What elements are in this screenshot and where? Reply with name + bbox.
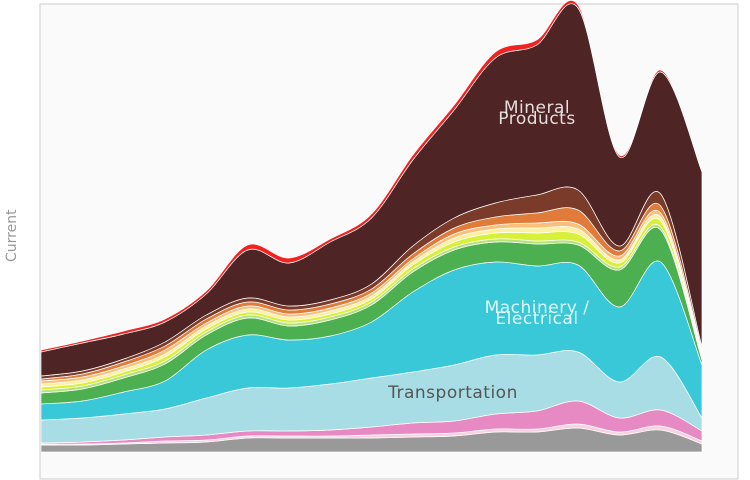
series-label: Transportation	[388, 383, 518, 403]
areas	[40, 0, 703, 453]
series-label: Machinery / Electrical	[484, 298, 590, 329]
series-label: Mineral Products	[498, 98, 576, 129]
y-axis-label: Current	[4, 209, 20, 262]
area	[40, 0, 703, 353]
